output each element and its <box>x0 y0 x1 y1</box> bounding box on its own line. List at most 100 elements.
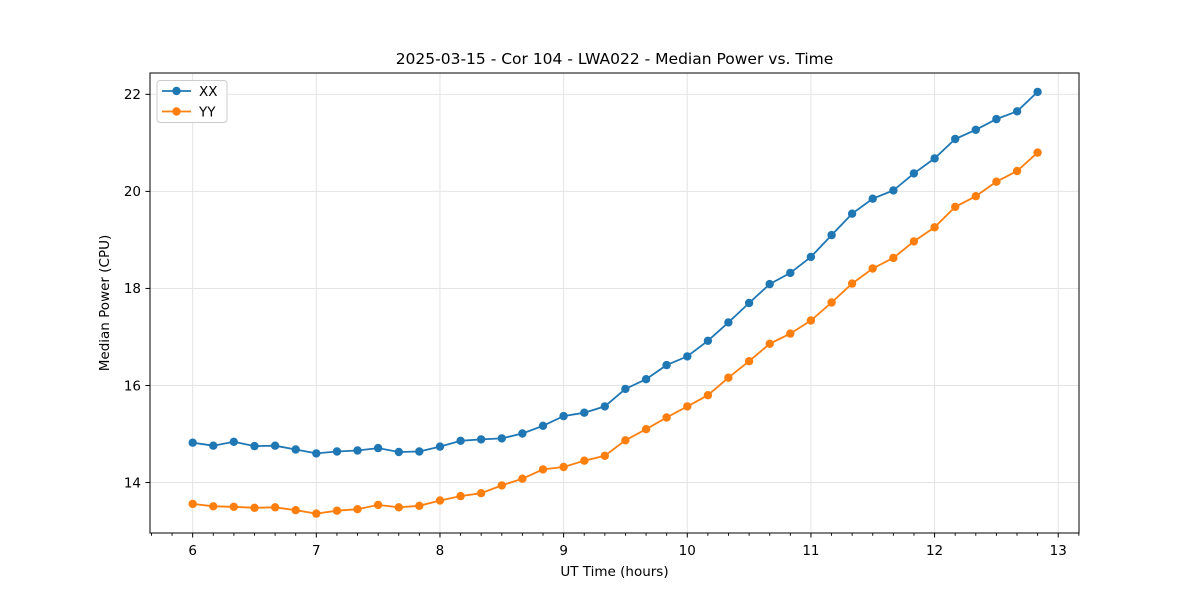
series-xx-line <box>192 91 1039 455</box>
series-yy-marker <box>435 496 445 505</box>
series-yy-marker <box>909 237 919 246</box>
series-yy-marker <box>724 373 733 382</box>
legend-item-xx: XX <box>162 84 218 100</box>
series-yy-line <box>192 151 1039 515</box>
series-xx-marker <box>868 194 877 203</box>
series-yy-marker <box>188 499 197 509</box>
series-yy-marker <box>786 329 795 338</box>
series-xx-marker <box>621 384 630 394</box>
y-tick-label: 14 <box>124 475 141 491</box>
series-yy-marker <box>1033 148 1042 157</box>
series-xx-marker <box>992 114 1001 124</box>
y-tick-label: 22 <box>124 87 141 103</box>
series-xx <box>188 87 1042 458</box>
series-yy-marker <box>951 202 960 212</box>
series-xx-marker <box>209 441 218 450</box>
series-yy-marker <box>250 503 259 512</box>
legend: XX YY <box>156 80 228 123</box>
series-yy-marker <box>518 474 527 483</box>
series-yy-marker <box>580 456 589 465</box>
x-tick-label: 8 <box>436 543 445 559</box>
x-tick-label: 10 <box>679 543 696 559</box>
series-xx-marker <box>930 154 939 163</box>
legend-marker-icon <box>172 86 181 96</box>
series-yy-marker <box>332 506 342 515</box>
series-yy-marker <box>497 481 506 490</box>
x-tick-label: 11 <box>802 543 819 559</box>
series-yy <box>188 148 1042 518</box>
series-xx-marker <box>476 435 486 444</box>
series-xx-marker <box>641 375 651 384</box>
series-yy-marker <box>291 506 300 515</box>
gridlines <box>150 73 1079 533</box>
series-yy-marker <box>683 402 692 411</box>
series-xx-marker <box>229 437 238 446</box>
series-xx-marker <box>497 434 506 443</box>
series-xx-marker <box>909 169 919 178</box>
series-yy-marker <box>1012 166 1022 176</box>
series-xx-marker <box>827 230 836 240</box>
series-xx-marker <box>971 125 980 134</box>
series-yy-marker <box>476 489 486 498</box>
series-yy-marker <box>229 502 238 511</box>
x-tick-label: 7 <box>312 543 321 559</box>
series-xx-marker <box>538 421 548 430</box>
series-yy-marker <box>641 425 651 434</box>
series-yy-marker <box>971 192 980 201</box>
series-xx-marker <box>806 252 816 262</box>
series-xx-marker <box>373 443 383 453</box>
series-xx-marker <box>662 360 671 370</box>
series-yy-marker <box>209 502 218 511</box>
x-axis-label: UT Time (hours) <box>560 564 668 580</box>
series-xx-marker <box>353 446 362 455</box>
series-yy-marker <box>992 177 1001 186</box>
series-yy-marker <box>889 253 898 263</box>
series-xx-marker <box>291 445 300 454</box>
series-yy-marker <box>744 357 754 366</box>
plot-border <box>149 72 1080 534</box>
y-tick-label: 20 <box>124 184 141 200</box>
series-yy-marker <box>765 339 774 348</box>
legend-marker-icon <box>172 107 181 116</box>
series-yy-marker <box>621 436 630 445</box>
series-yy-marker <box>847 279 857 288</box>
series-yy-marker <box>270 503 280 512</box>
series-yy-marker <box>353 505 362 514</box>
series-xx-marker <box>786 268 795 278</box>
series-xx-marker <box>332 447 342 456</box>
chart-title: 2025-03-15 - Cor 104 - LWA022 - Median P… <box>396 50 834 68</box>
series-xx-marker <box>683 352 692 361</box>
series-xx-marker <box>435 442 445 451</box>
series-xx-marker <box>951 134 960 144</box>
y-tick-label: 18 <box>124 281 141 297</box>
series-yy-marker <box>394 503 403 512</box>
x-tick-label: 13 <box>1050 543 1067 559</box>
series-xx-marker <box>456 436 465 445</box>
series-xx-marker <box>188 438 197 447</box>
axis-ticks: 6 7 8 9 10 11 12 13 14 16 18 20 22 <box>124 87 1080 559</box>
series-xx-marker <box>765 279 774 289</box>
legend-label: YY <box>198 104 216 120</box>
series-xx-marker <box>580 408 589 417</box>
series-xx-marker <box>518 429 527 438</box>
series-xx-marker <box>250 441 259 451</box>
series-yy-marker <box>868 264 877 273</box>
series-xx-marker <box>270 441 280 450</box>
series-yy-marker <box>538 465 548 474</box>
x-tick-label: 9 <box>559 543 568 559</box>
series-xx-marker <box>703 336 713 345</box>
y-tick-label: 16 <box>124 378 141 394</box>
series-yy-marker <box>312 509 321 518</box>
x-tick-label: 12 <box>926 543 943 559</box>
series-xx-marker <box>744 298 754 308</box>
series-yy-marker <box>559 462 568 472</box>
series-yy-marker <box>600 451 609 460</box>
series-xx-marker <box>415 447 424 456</box>
series-yy-marker <box>930 223 939 232</box>
x-tick-label: 6 <box>188 543 197 559</box>
series-xx-marker <box>1033 87 1042 97</box>
series-xx-marker <box>1012 107 1022 116</box>
series-yy-marker <box>373 500 383 510</box>
